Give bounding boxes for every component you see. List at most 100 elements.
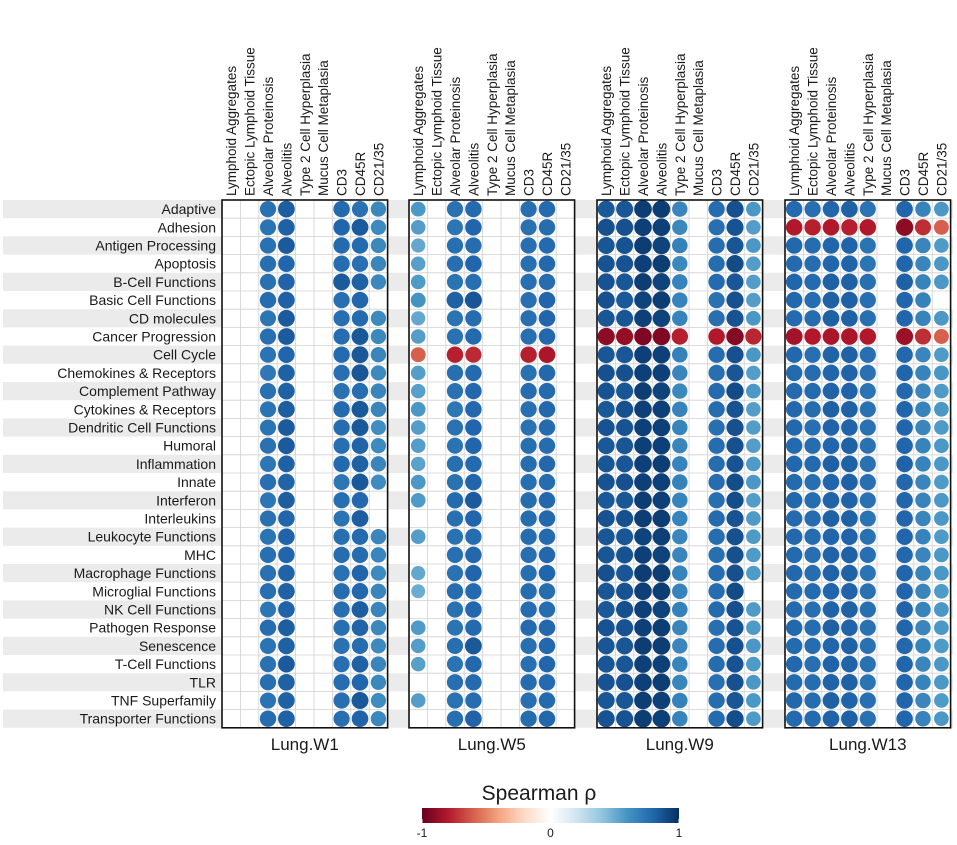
correlation-dot xyxy=(597,309,615,327)
correlation-dot xyxy=(351,291,369,309)
correlation-dot xyxy=(915,474,931,490)
column-label: CD3 xyxy=(898,169,913,196)
correlation-dot xyxy=(333,528,350,545)
correlation-dot xyxy=(934,693,949,708)
correlation-dot xyxy=(259,565,277,582)
correlation-dot xyxy=(934,583,949,599)
correlation-dot xyxy=(896,528,913,545)
correlation-dot xyxy=(446,273,464,290)
correlation-dot xyxy=(822,619,840,637)
correlation-dot xyxy=(520,583,537,600)
correlation-dot xyxy=(822,583,840,600)
correlation-dot xyxy=(351,492,369,509)
correlation-dot xyxy=(333,200,350,218)
correlation-dot xyxy=(446,656,464,673)
correlation-dot xyxy=(520,710,537,727)
correlation-dot xyxy=(822,491,840,509)
correlation-dot xyxy=(896,382,913,400)
correlation-dot xyxy=(520,546,537,564)
correlation-dot xyxy=(896,455,913,473)
correlation-dot xyxy=(672,638,688,654)
correlation-dot xyxy=(333,291,350,309)
correlation-dot xyxy=(465,364,482,382)
correlation-dot xyxy=(859,255,876,272)
correlation-dot xyxy=(934,401,949,417)
correlation-dot xyxy=(652,527,671,546)
row-label: Complement Pathway xyxy=(79,383,216,399)
correlation-dot xyxy=(652,382,671,400)
correlation-dot xyxy=(785,328,803,345)
row-label: Leukocyte Functions xyxy=(88,529,216,545)
correlation-dot xyxy=(841,309,858,327)
correlation-dot xyxy=(915,274,931,290)
correlation-dot xyxy=(841,219,858,236)
correlation-dot xyxy=(597,364,615,382)
correlation-dot xyxy=(896,437,913,454)
correlation-dot xyxy=(446,310,464,327)
correlation-dot xyxy=(915,638,931,654)
correlation-dot xyxy=(746,638,761,654)
correlation-dot xyxy=(785,692,803,709)
correlation-dot xyxy=(520,455,537,473)
correlation-dot xyxy=(351,455,369,473)
correlation-dot xyxy=(538,291,556,309)
correlation-dot xyxy=(465,692,482,709)
correlation-dot xyxy=(465,237,482,254)
correlation-dot xyxy=(652,473,671,491)
correlation-dot xyxy=(370,419,386,436)
correlation-dot xyxy=(746,693,761,708)
correlation-dot xyxy=(446,201,464,218)
correlation-dot xyxy=(746,420,761,435)
correlation-dot xyxy=(841,546,858,564)
correlation-dot xyxy=(841,291,858,309)
correlation-dot xyxy=(859,201,876,218)
correlation-dot xyxy=(520,419,537,436)
correlation-dot xyxy=(822,364,840,382)
correlation-dot xyxy=(634,400,652,419)
correlation-dot xyxy=(746,310,761,326)
correlation-dot xyxy=(652,254,671,273)
correlation-dot xyxy=(785,619,803,636)
correlation-dot xyxy=(822,273,840,291)
correlation-dot xyxy=(538,401,556,418)
correlation-dot xyxy=(896,310,913,327)
correlation-dot xyxy=(804,346,821,363)
correlation-dot xyxy=(616,509,634,528)
correlation-dot xyxy=(446,528,464,545)
correlation-dot xyxy=(934,201,949,217)
correlation-dot xyxy=(859,619,876,636)
correlation-dot xyxy=(672,437,688,454)
column-label: Alveolitis xyxy=(842,142,857,196)
correlation-dot xyxy=(726,236,744,255)
correlation-dot xyxy=(672,201,688,217)
correlation-dot xyxy=(278,382,295,400)
correlation-dot xyxy=(934,274,949,290)
correlation-dot xyxy=(370,438,387,454)
row-label: Humoral xyxy=(163,438,216,454)
row-label: Cell Cycle xyxy=(153,347,216,363)
correlation-dot xyxy=(746,547,761,563)
correlation-dot xyxy=(726,637,744,655)
correlation-dot xyxy=(520,237,537,254)
correlation-dot xyxy=(804,237,821,254)
correlation-dot xyxy=(671,692,688,709)
correlation-dot xyxy=(634,473,652,491)
correlation-dot xyxy=(933,329,949,344)
correlation-dot xyxy=(896,419,913,436)
correlation-dot xyxy=(841,637,858,655)
column-label: Ectopic Lymphoid Tissue xyxy=(430,47,445,196)
correlation-dot xyxy=(278,564,295,582)
correlation-dot xyxy=(934,547,949,563)
correlation-dot xyxy=(859,565,876,582)
correlation-dot xyxy=(896,327,914,346)
correlation-dot xyxy=(859,546,876,564)
correlation-dot xyxy=(915,601,931,618)
column-label: Alveolitis xyxy=(466,142,481,196)
column-label: CD3 xyxy=(522,169,537,196)
column-label: Alveolar Proteinosis xyxy=(824,76,839,196)
correlation-dot xyxy=(708,346,725,363)
correlation-dot xyxy=(915,365,931,381)
panel-lung-w13: Lymphoid Aggregates Ectopic Lymphoid Tiss… xyxy=(784,47,952,754)
column-label: CD3 xyxy=(335,169,350,196)
correlation-dot xyxy=(804,674,821,691)
